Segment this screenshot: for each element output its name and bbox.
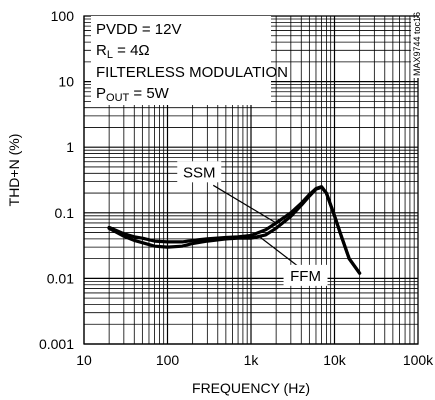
callout-label-bg-ffm: [283, 264, 328, 286]
figure-id-box: MAX9744 toc16: [411, 12, 422, 78]
figure-id: MAX9744 toc16: [412, 12, 422, 76]
conditions-box-background: [91, 16, 271, 105]
callout-leader-ffm: [260, 237, 298, 267]
x-tick-label: 100: [156, 352, 180, 368]
y-tick-label: 100: [51, 8, 75, 24]
figure-id-background: [411, 18, 422, 78]
x-axis-title: FREQUENCY (Hz): [192, 380, 310, 396]
x-tick-labels: 10 100 1k 10k 100k: [76, 352, 434, 368]
annotation-layer: SSM FFM: [177, 161, 328, 286]
condition-supply: PVDD = 12V: [96, 21, 181, 38]
y-tick-label: 1: [66, 139, 74, 155]
series-layer: [107, 185, 362, 275]
x-tick-label: 10: [76, 352, 92, 368]
condition-modulation: FILTERLESS MODULATION: [96, 64, 288, 81]
series-line-ffm: [107, 185, 362, 275]
y-tick-label: 0.01: [47, 270, 74, 286]
callout-label-ssm: SSM: [183, 164, 216, 181]
conditions-box: PVDD = 12V RL = 4Ω FILTERLESS MODULATION…: [91, 16, 288, 105]
x-tick-label: 1k: [244, 352, 260, 368]
y-tick-label: 10: [58, 74, 74, 90]
callout-leader-ssm: [212, 184, 277, 224]
x-tick-label: 100k: [403, 352, 434, 368]
condition-output-power: POUT = 5W: [96, 85, 170, 104]
callout-label-ffm: FFM: [290, 268, 321, 285]
condition-load: RL = 4Ω: [96, 42, 150, 61]
y-tick-labels: 100 10 1 0.1 0.01 0.001: [39, 8, 74, 352]
y-axis-title: THD+N (%): [6, 134, 22, 207]
x-tick-label: 10k: [323, 352, 347, 368]
y-tick-label: 0.1: [55, 205, 75, 221]
callout-label-bg-ssm: [177, 161, 222, 183]
y-tick-label: 0.001: [39, 336, 74, 352]
